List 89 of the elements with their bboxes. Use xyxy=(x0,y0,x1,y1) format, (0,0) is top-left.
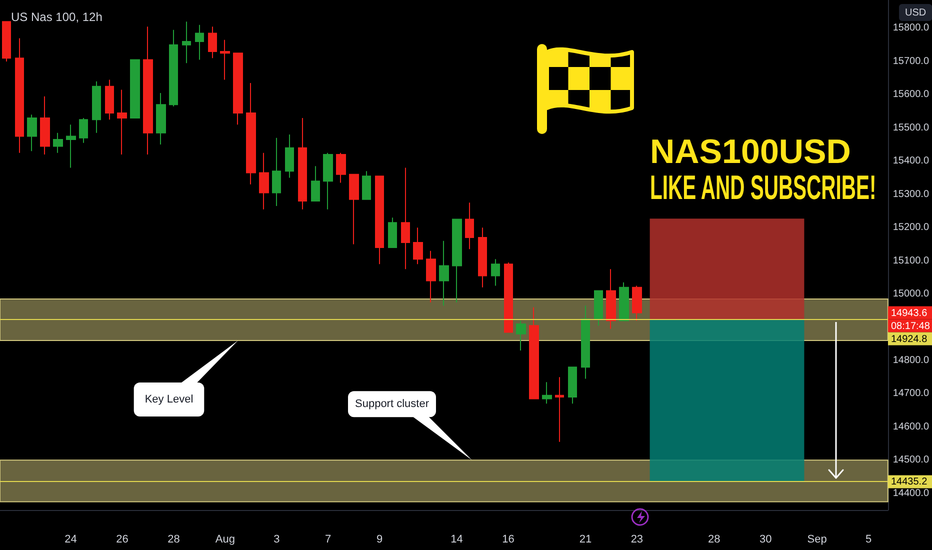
candlestick xyxy=(362,170,371,200)
y-tick-label: 14800.0 xyxy=(892,354,930,366)
candlestick xyxy=(233,52,243,126)
y-axis-title: USD xyxy=(905,8,926,18)
x-tick-label: 30 xyxy=(759,534,772,546)
candlestick xyxy=(619,282,629,322)
candlestick xyxy=(568,366,577,404)
y-tick-label: 15000.0 xyxy=(892,288,930,300)
text: US Nas 100, 12h xyxy=(11,10,102,24)
candlestick xyxy=(311,166,320,202)
x-tick-label: 21 xyxy=(579,534,592,546)
candlestick xyxy=(143,26,153,155)
y-tick-label: 15300.0 xyxy=(892,188,930,200)
y-tick-label: 14600.0 xyxy=(892,421,930,432)
ref-line-label: 14435.2 xyxy=(891,476,928,488)
candlestick xyxy=(336,152,346,184)
ref-line-label: 14924.8 xyxy=(891,334,928,345)
y-tick-label: 15600.0 xyxy=(892,89,930,100)
candlestick xyxy=(246,82,256,185)
y-tick-label: 14400.0 xyxy=(892,488,930,499)
candlestick xyxy=(426,250,436,303)
candlestick xyxy=(542,382,552,404)
x-tick-label: 5 xyxy=(865,534,872,546)
candlestick xyxy=(529,306,539,400)
candlestick xyxy=(555,376,564,442)
annotation: Key Level xyxy=(144,394,194,406)
candlestick xyxy=(298,117,307,210)
candlestick xyxy=(349,174,359,245)
candlestick xyxy=(182,21,191,64)
candlestick xyxy=(92,80,101,134)
candlestick xyxy=(220,39,230,80)
x-tick-label: 28 xyxy=(168,534,180,546)
candlestick xyxy=(516,320,526,352)
annotation: Support cluster xyxy=(355,398,430,410)
candlestick xyxy=(27,114,37,152)
text: 08:17:48 xyxy=(891,320,930,332)
annotation: LIKE AND SUBSCRIBE! xyxy=(650,168,876,206)
y-tick-label: 15100.0 xyxy=(892,255,930,266)
y-tick-label: 14500.0 xyxy=(892,454,930,466)
y-tick-label: 15700.0 xyxy=(892,56,930,67)
candlestick xyxy=(105,79,114,120)
candlestick xyxy=(156,92,166,146)
x-tick-label: 9 xyxy=(376,534,383,546)
candlestick xyxy=(53,132,63,154)
x-tick-label: 23 xyxy=(630,534,644,546)
y-tick-label: 15400.0 xyxy=(892,156,930,167)
candlestick xyxy=(606,268,616,330)
x-tick-label: 14 xyxy=(450,534,463,546)
y-tick-label: 15800.0 xyxy=(892,22,930,34)
candlestick xyxy=(375,176,384,265)
candlestick xyxy=(208,26,217,59)
x-tick-label: Aug xyxy=(215,534,235,546)
y-tick-label: 15200.0 xyxy=(892,222,930,234)
candlestick xyxy=(632,285,642,322)
y-tick-label: 15500.0 xyxy=(892,122,930,134)
candlestick xyxy=(594,290,603,326)
candlestick xyxy=(130,59,140,118)
x-tick-label: 24 xyxy=(64,534,77,546)
candlestick xyxy=(79,117,88,144)
annotation: NAS100USD xyxy=(650,133,851,171)
candlestick xyxy=(491,258,500,286)
x-tick-label: 16 xyxy=(502,534,514,546)
candlestick xyxy=(413,227,423,265)
candlestick xyxy=(169,29,178,107)
candlestick xyxy=(401,167,410,270)
text: 14943.6 xyxy=(891,308,928,319)
candlestick xyxy=(465,202,474,250)
candlestick xyxy=(2,21,11,62)
candlestick xyxy=(285,134,294,178)
candlestick xyxy=(195,24,204,60)
candlestick xyxy=(452,218,462,303)
candlestick xyxy=(388,217,397,248)
candlestick xyxy=(581,305,590,380)
candlestick xyxy=(272,137,281,206)
candlestick xyxy=(117,89,127,155)
x-tick-label: Sep xyxy=(807,534,827,546)
candlestick xyxy=(66,124,76,168)
candlestick xyxy=(504,262,513,333)
candlestick xyxy=(478,227,487,288)
candlestick xyxy=(40,96,50,155)
candlestick xyxy=(323,152,333,210)
candlestick xyxy=(259,152,269,210)
x-tick-label: 3 xyxy=(274,534,280,546)
x-tick-label: 28 xyxy=(708,534,720,546)
x-tick-label: 26 xyxy=(116,534,128,546)
x-tick-label: 7 xyxy=(325,534,332,546)
candlestick xyxy=(15,38,24,154)
candlestick xyxy=(439,240,449,306)
y-tick-label: 14700.0 xyxy=(892,388,930,400)
